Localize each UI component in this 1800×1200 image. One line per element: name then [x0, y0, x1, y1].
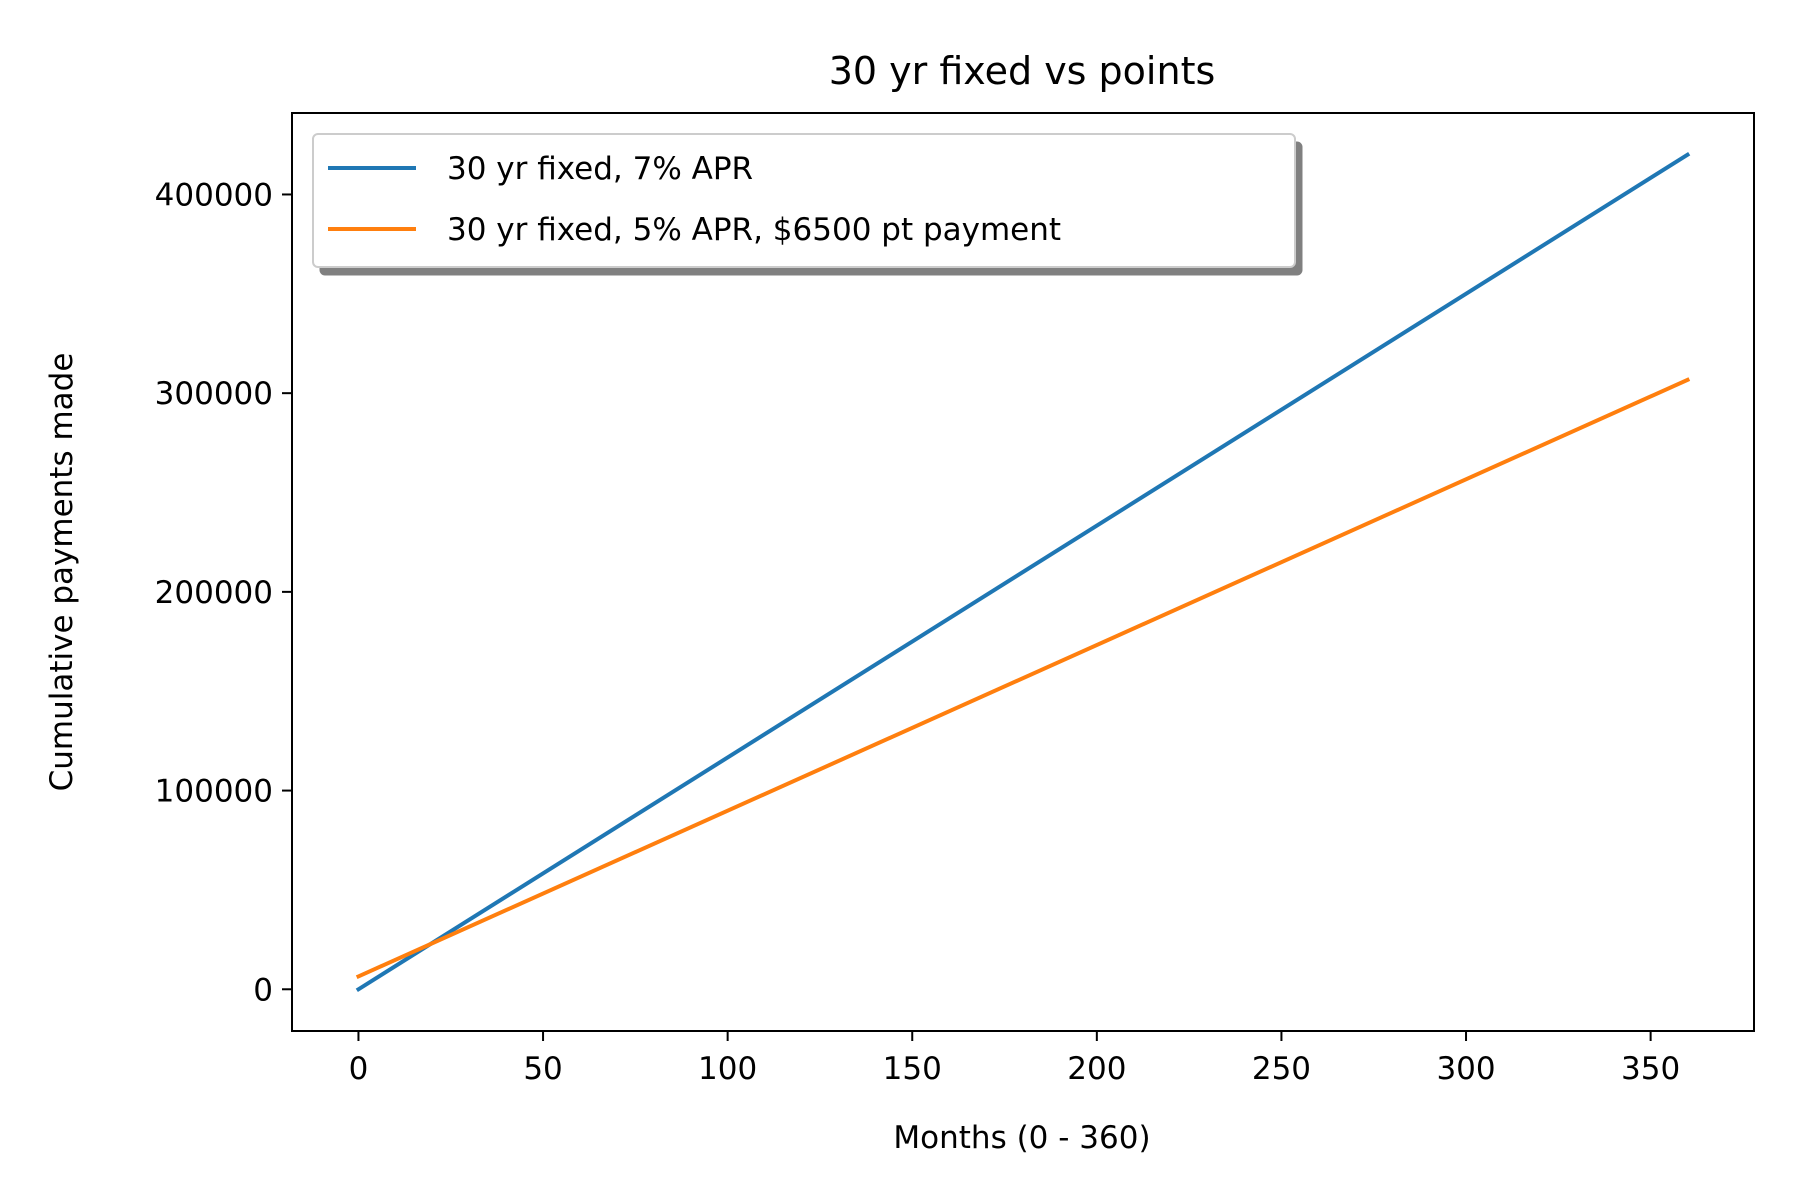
- y-axis: 0 100000 200000 300000 400000: [155, 177, 292, 1008]
- legend-items: 30 yr fixed, 7% APR 30 yr fixed, 5% APR, …: [328, 151, 1061, 248]
- series-layer: [355, 151, 1691, 993]
- y-tick-label: 100000: [155, 774, 273, 810]
- plot-area-frame: [291, 112, 1755, 1032]
- x-tick-label: 150: [883, 1051, 942, 1087]
- y-tick-label: 0: [253, 972, 273, 1008]
- x-tick-label: 100: [698, 1051, 757, 1087]
- x-tick-label: 200: [1067, 1051, 1126, 1087]
- x-tick-label: 250: [1252, 1051, 1311, 1087]
- series-line-2: [355, 377, 1691, 980]
- y-tick-label: 300000: [155, 376, 273, 412]
- x-tick-label: 50: [523, 1051, 562, 1087]
- legend-label-1: 30 yr fixed, 7% APR: [447, 151, 753, 187]
- x-axis-title: Months (0 - 360): [893, 1120, 1150, 1156]
- legend: 30 yr fixed, 7% APR 30 yr fixed, 5% APR, …: [312, 133, 1303, 276]
- x-tick-label: 300: [1436, 1051, 1495, 1087]
- x-tick-label: 350: [1621, 1051, 1680, 1087]
- x-tick-label: 0: [349, 1051, 369, 1087]
- legend-box: [312, 133, 1296, 268]
- x-axis: 0 50 100 150 200 250 300 350: [349, 1031, 1680, 1087]
- series-line-1: [355, 151, 1691, 993]
- chart-title: 30 yr fixed vs points: [829, 49, 1216, 93]
- y-axis-title: Cumulative payments made: [44, 353, 80, 792]
- y-tick-label: 400000: [155, 177, 273, 213]
- y-tick-label: 200000: [155, 575, 273, 611]
- legend-label-2: 30 yr fixed, 5% APR, $6500 pt payment: [447, 212, 1061, 248]
